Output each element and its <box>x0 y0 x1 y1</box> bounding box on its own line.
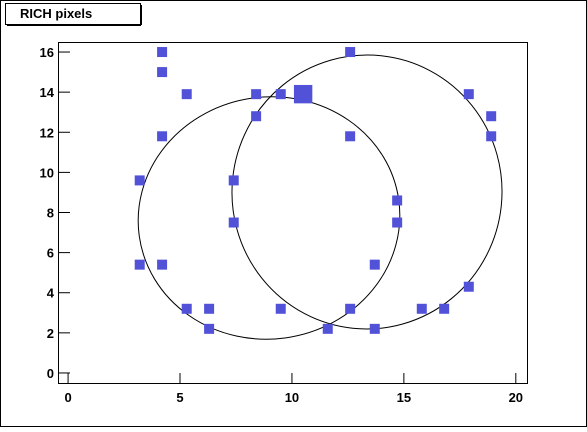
point <box>345 303 356 314</box>
y-tick-label: 0 <box>47 366 54 381</box>
point <box>134 175 145 186</box>
point <box>204 323 215 334</box>
x-tick-label: 0 <box>64 390 71 405</box>
point <box>293 84 313 104</box>
point <box>228 175 239 186</box>
x-tick-label: 5 <box>176 390 183 405</box>
chart-title: RICH pixels <box>20 6 92 21</box>
point <box>369 323 380 334</box>
y-tick-label: 2 <box>47 326 54 341</box>
point <box>486 111 497 122</box>
point <box>392 217 403 228</box>
point <box>463 281 474 292</box>
y-tick-label: 12 <box>40 125 54 140</box>
y-tick-label: 10 <box>40 165 54 180</box>
y-tick-label: 14 <box>40 85 55 100</box>
point <box>463 89 474 100</box>
point <box>157 67 168 78</box>
point <box>134 259 145 270</box>
point <box>228 217 239 228</box>
point <box>486 131 497 142</box>
y-tick-label: 16 <box>40 45 54 60</box>
point <box>392 195 403 206</box>
point <box>345 47 356 58</box>
point <box>345 131 356 142</box>
point <box>369 259 380 270</box>
point <box>275 303 286 314</box>
y-tick-label: 4 <box>47 286 55 301</box>
point <box>204 303 215 314</box>
point <box>157 259 168 270</box>
point <box>439 303 450 314</box>
x-tick-label: 10 <box>285 390 299 405</box>
point <box>322 323 333 334</box>
y-tick-label: 8 <box>47 206 54 221</box>
x-tick-label: 15 <box>397 390 411 405</box>
point <box>251 111 262 122</box>
point <box>416 303 427 314</box>
y-tick-label: 6 <box>47 246 54 261</box>
point <box>181 89 192 100</box>
point <box>251 89 262 100</box>
point <box>157 131 168 142</box>
x-tick-label: 20 <box>509 390 523 405</box>
point <box>275 89 286 100</box>
point <box>181 303 192 314</box>
point <box>157 47 168 58</box>
